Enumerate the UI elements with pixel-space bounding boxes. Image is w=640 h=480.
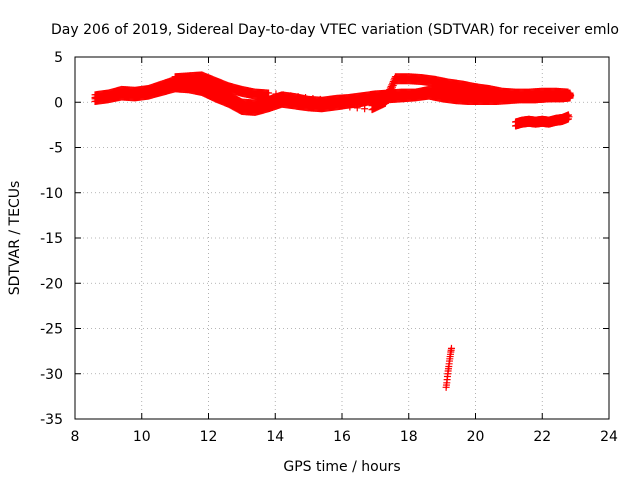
x-tick-label: 24 [600, 429, 618, 445]
y-tick-label: -30 [40, 367, 63, 383]
data-point [381, 99, 389, 107]
data-point [331, 101, 339, 109]
x-tick-label: 8 [71, 429, 80, 445]
x-tick-label: 22 [533, 429, 551, 445]
y-axis-label: SDTVAR / TECUs [7, 181, 23, 296]
data-point [338, 102, 346, 110]
x-axis-label: GPS time / hours [283, 459, 400, 475]
chart-title: Day 206 of 2019, Sidereal Day-to-day VTE… [51, 22, 619, 38]
data-point [384, 94, 392, 102]
x-tick-label: 18 [400, 429, 418, 445]
y-tick-label: -25 [40, 322, 63, 338]
plot-frame [74, 56, 610, 420]
data-point [309, 98, 317, 106]
data-point [387, 86, 395, 94]
series-dip [442, 344, 455, 391]
y-tick-label: -10 [40, 186, 63, 202]
data-point [383, 96, 391, 104]
data-point [324, 100, 332, 108]
x-tick-label: 12 [200, 429, 218, 445]
data-point [565, 90, 573, 98]
data-point [265, 93, 273, 101]
y-tick-label: -20 [40, 276, 63, 292]
x-tick-label: 10 [133, 429, 151, 445]
y-tick-label: -5 [49, 141, 63, 157]
data-point [389, 82, 397, 90]
data-point [447, 344, 455, 352]
data-point [389, 83, 397, 91]
data-point [353, 104, 361, 112]
series-late-segment [512, 111, 573, 130]
data-point [382, 98, 390, 106]
data-points [91, 71, 575, 391]
data-point [272, 94, 280, 102]
data-point [565, 113, 573, 121]
data-point [346, 103, 354, 111]
data-point [361, 105, 369, 113]
data-point [316, 99, 324, 107]
data-point [287, 96, 295, 104]
y-tick-label: -15 [40, 231, 63, 247]
data-point [386, 90, 394, 98]
data-point [279, 95, 287, 103]
x-tick-label: 16 [333, 429, 351, 445]
y-tick-label: 0 [54, 95, 63, 111]
x-tick-label: 20 [467, 429, 485, 445]
data-point [294, 97, 302, 105]
y-tick-label: 5 [54, 50, 63, 66]
y-tick-label: -35 [40, 412, 63, 428]
data-point [386, 88, 394, 96]
x-tick-labels: 8 10 12 14 16 18 20 22 24 [71, 429, 618, 445]
data-point [302, 98, 310, 106]
data-point [384, 93, 392, 101]
y-tick-labels: 5 0 -5 -10 -15 -20 -25 -30 -35 [40, 50, 63, 428]
x-tick-label: 14 [266, 429, 284, 445]
data-point [388, 85, 396, 93]
grid-lines [75, 57, 609, 419]
series-band-c [171, 71, 573, 114]
data-point [385, 91, 393, 99]
